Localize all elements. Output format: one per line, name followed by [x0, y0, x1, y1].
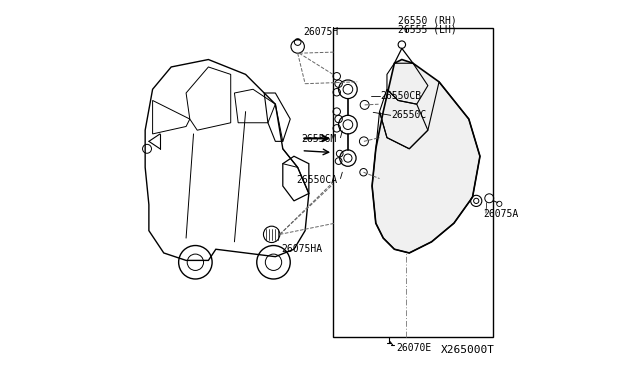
Text: 26550C: 26550C: [392, 110, 427, 120]
Text: 26555 (LH): 26555 (LH): [398, 25, 457, 35]
Bar: [333, 28, 493, 337]
Text: 26075H: 26075H: [303, 27, 339, 37]
Text: 26075A: 26075A: [484, 209, 519, 219]
Text: 26550CA: 26550CA: [297, 175, 338, 185]
Polygon shape: [372, 60, 480, 253]
Text: 26550CB: 26550CB: [380, 91, 421, 101]
Text: 26075HA: 26075HA: [281, 244, 322, 254]
Text: 26070E: 26070E: [396, 343, 431, 353]
Text: 26550 (RH): 26550 (RH): [398, 16, 457, 25]
Text: X265000T: X265000T: [441, 345, 495, 355]
Text: 26556M: 26556M: [301, 134, 337, 144]
